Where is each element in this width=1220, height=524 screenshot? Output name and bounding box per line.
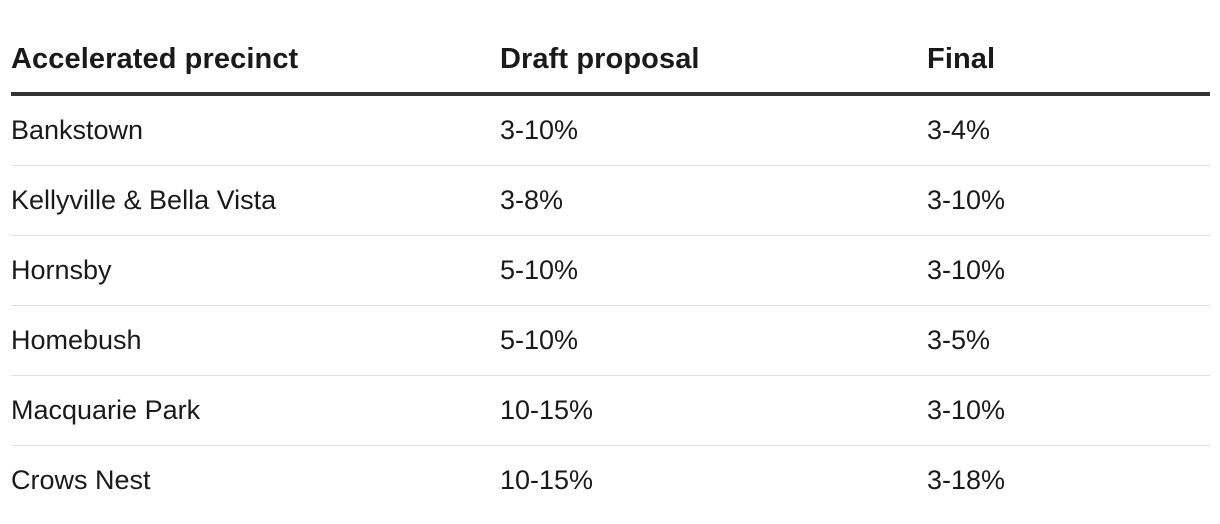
cell-draft-proposal: 3-8% [500, 165, 927, 236]
table-row: Crows Nest 10-15% 3-18% [11, 446, 1210, 516]
cell-precinct: Hornsby [11, 235, 500, 306]
cell-final: 3-10% [927, 165, 1210, 236]
cell-precinct: Bankstown [11, 94, 500, 166]
cell-draft-proposal: 10-15% [500, 465, 594, 495]
column-header-final: Final [927, 26, 1210, 96]
table-row: Hornsby 5-10% 3-10% [11, 235, 1210, 306]
cell-final: 3-10% [927, 375, 1210, 446]
column-header-draft-proposal: Draft proposal [500, 26, 927, 96]
cell-draft-proposal: 3-10% [500, 94, 927, 166]
cell-draft-proposal: 10-15% [500, 375, 927, 446]
cell-final: 3-5% [927, 305, 1210, 376]
precinct-table: Accelerated precinct Draft proposal Fina… [11, 26, 1210, 515]
cell-precinct: Kellyville & Bella Vista [11, 165, 500, 236]
table-row: Bankstown 3-10% 3-4% [11, 94, 1210, 166]
cell-precinct: Crows Nest [11, 465, 151, 495]
table-header-row: Accelerated precinct Draft proposal Fina… [11, 26, 1210, 96]
cell-final: 3-4% [927, 94, 1210, 166]
column-header-precinct: Accelerated precinct [11, 26, 500, 96]
precinct-table-container: Accelerated precinct Draft proposal Fina… [11, 26, 1210, 515]
table-row: Kellyville & Bella Vista 3-8% 3-10% [11, 165, 1210, 236]
cell-final: 3-10% [927, 235, 1210, 306]
cell-precinct: Homebush [11, 305, 500, 376]
cell-draft-proposal: 5-10% [500, 235, 927, 306]
table-row: Homebush 5-10% 3-5% [11, 305, 1210, 376]
cell-final: 3-18% [927, 465, 1006, 495]
table-row: Macquarie Park 10-15% 3-10% [11, 375, 1210, 446]
cell-precinct: Macquarie Park [11, 375, 500, 446]
cell-draft-proposal: 5-10% [500, 305, 927, 376]
